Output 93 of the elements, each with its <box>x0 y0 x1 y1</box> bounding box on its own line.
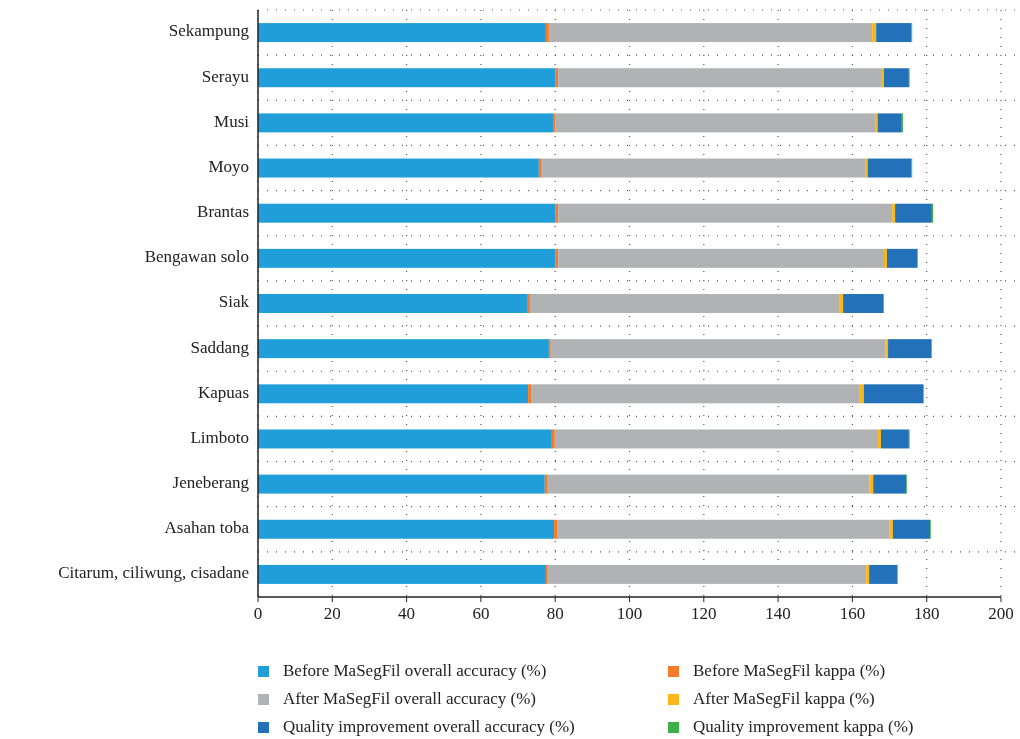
bar <box>258 564 546 584</box>
bar <box>538 158 542 178</box>
bar <box>554 429 879 449</box>
x-tick-label: 40 <box>398 604 416 623</box>
y-tick-label: Brantas <box>197 202 249 222</box>
bar <box>544 474 548 494</box>
bar <box>878 429 882 449</box>
y-tick-label: Asahan toba <box>164 518 250 538</box>
y-tick-label: Serayu <box>201 66 250 86</box>
bar <box>548 23 873 43</box>
bar <box>258 68 556 88</box>
y-tick-label: Citarum, ciliwung, cisadane <box>58 563 249 583</box>
bar <box>869 474 874 494</box>
y-tick-label: Bengawan solo <box>144 247 249 267</box>
bar <box>859 384 864 404</box>
x-tick-label: 100 <box>616 604 643 623</box>
bar <box>526 294 530 313</box>
bar <box>541 158 866 178</box>
bar <box>895 203 932 223</box>
bar <box>528 384 532 404</box>
bar <box>531 384 860 404</box>
bar <box>872 23 877 43</box>
bar <box>881 68 884 88</box>
bar <box>555 68 559 88</box>
legend-label: Before MaSegFil kappa (%) <box>693 660 886 680</box>
y-tick-label: Jeneberang <box>172 473 250 493</box>
x-tick-label: 20 <box>323 604 341 623</box>
bar <box>865 158 868 178</box>
x-tick-label: 0 <box>253 604 263 623</box>
y-tick-label: Sekampung <box>168 21 250 41</box>
y-tick-label: Moyo <box>208 156 249 176</box>
bar <box>866 564 870 584</box>
bar <box>258 519 555 539</box>
bar <box>552 113 556 133</box>
bar <box>557 519 890 539</box>
y-tick-label: Musi <box>214 111 250 131</box>
x-tick-label: 60 <box>472 604 490 623</box>
bar <box>258 248 556 268</box>
y-tick-label: Limboto <box>190 427 249 447</box>
legend-label: Quality improvement overall accuracy (%) <box>283 716 575 736</box>
y-tick-label: Kapuas <box>198 382 249 402</box>
bar <box>258 203 556 223</box>
bar <box>550 339 886 359</box>
bar <box>258 113 553 133</box>
bar <box>863 384 923 404</box>
bar <box>876 23 912 43</box>
bar <box>885 339 889 359</box>
bar <box>892 519 931 539</box>
bar <box>873 474 907 494</box>
y-tick-label: Saddang <box>190 337 250 357</box>
y-tick-label: Siak <box>218 292 250 312</box>
bar <box>877 113 902 133</box>
bar <box>258 474 545 494</box>
bar <box>867 158 912 178</box>
bar <box>555 248 559 268</box>
bar <box>554 519 558 539</box>
x-tick-label: 200 <box>988 604 1014 623</box>
bar <box>547 564 867 584</box>
bar <box>558 248 884 268</box>
x-tick-label: 80 <box>546 604 564 623</box>
bar <box>892 203 896 223</box>
bar <box>875 113 878 133</box>
x-tick-label: 160 <box>839 604 866 623</box>
bar <box>869 564 897 584</box>
legend-label: Quality improvement kappa (%) <box>693 716 914 736</box>
bar <box>258 23 546 43</box>
bar <box>555 113 876 133</box>
bar <box>839 294 844 313</box>
legend-label: After MaSegFil kappa (%) <box>693 688 875 708</box>
x-tick-label: 140 <box>765 604 791 623</box>
bar <box>258 429 552 449</box>
bar <box>545 23 549 43</box>
x-tick-label: 180 <box>913 604 940 623</box>
legend-label: Before MaSegFil overall accuracy (%) <box>283 660 547 680</box>
legend-label: After MaSegFil overall accuracy (%) <box>283 688 536 708</box>
bar <box>886 248 918 268</box>
x-tick-label: 120 <box>691 604 717 623</box>
bar <box>558 203 893 223</box>
bar <box>258 384 529 404</box>
bar <box>258 339 549 359</box>
bar <box>883 68 909 88</box>
bar <box>551 429 555 449</box>
bar <box>258 294 527 313</box>
bar <box>881 429 909 449</box>
bar <box>889 519 893 539</box>
bar <box>883 248 887 268</box>
bar <box>555 203 559 223</box>
bar <box>529 294 840 313</box>
bar <box>888 339 932 359</box>
bar <box>843 294 884 313</box>
bar <box>558 68 882 88</box>
bar <box>547 474 870 494</box>
bar <box>258 158 539 178</box>
